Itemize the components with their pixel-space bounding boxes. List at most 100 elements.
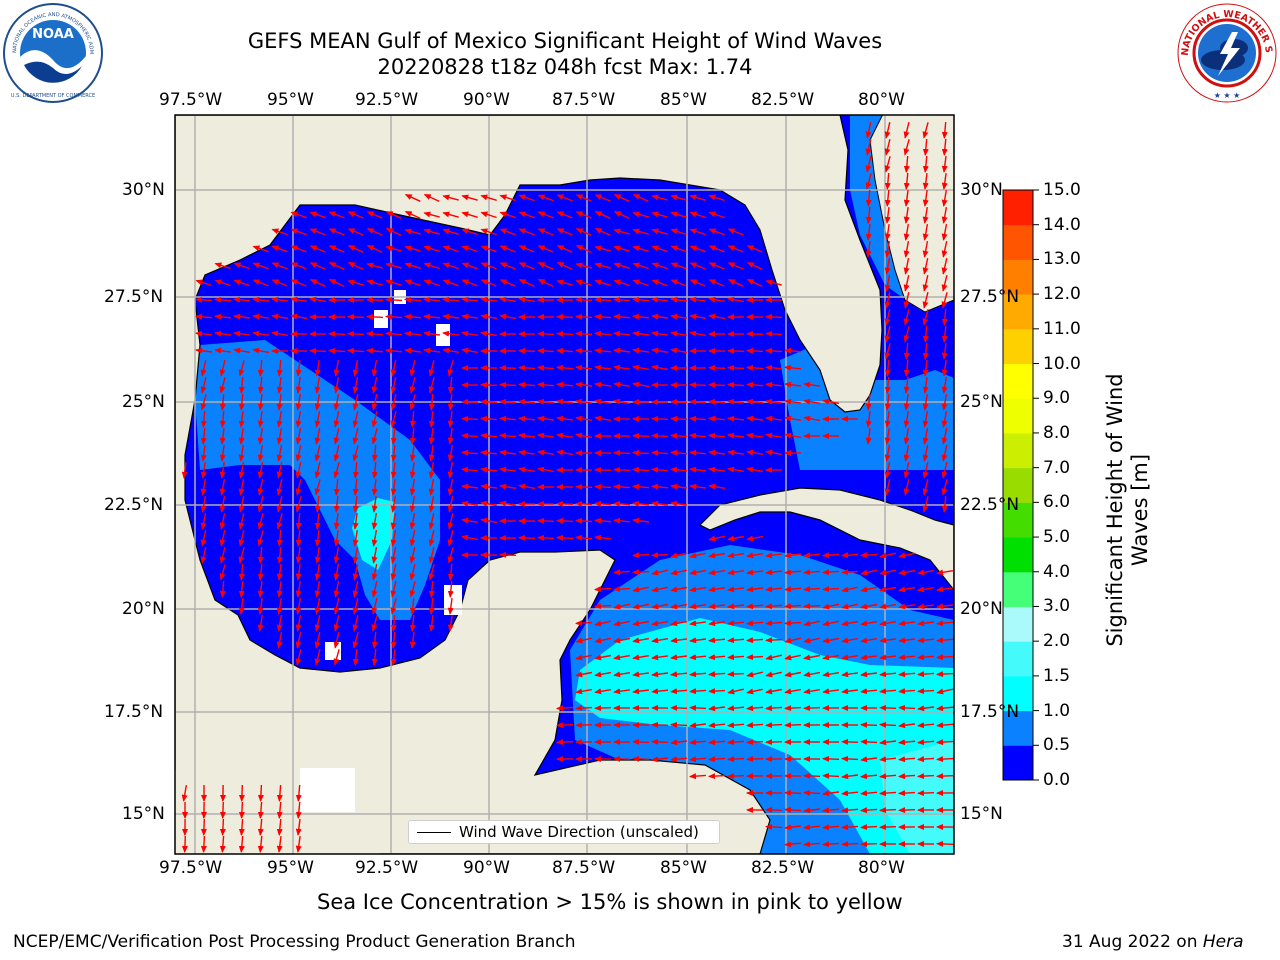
wind-wave-arrow [746,330,764,337]
wind-wave-arrow [309,296,327,303]
wind-wave-arrow [352,394,359,411]
wind-wave-arrow [428,377,435,394]
wind-wave-arrow [865,241,872,258]
wind-wave-arrow [423,211,440,218]
wind-wave-arrow [860,773,878,780]
wind-wave-arrow [803,789,821,796]
wind-wave-arrow [841,603,858,610]
wind-wave-arrow [865,206,872,224]
wind-wave-arrow [575,330,593,337]
wind-wave-arrow [537,330,555,337]
wind-wave-arrow [727,688,744,695]
wind-wave-arrow [333,563,340,581]
wind-wave-arrow [784,569,802,576]
wind-wave-arrow [238,580,245,598]
wind-wave-arrow [480,296,497,303]
wind-wave-arrow [309,347,327,354]
wind-wave-arrow [238,530,245,547]
wind-wave-arrow [865,139,872,156]
wind-wave-arrow [390,444,397,462]
wind-wave-arrow [822,807,840,814]
wind-wave-arrow [689,722,706,729]
wind-wave-arrow [575,364,593,371]
wind-wave-arrow [613,569,631,576]
wind-wave-arrow [480,381,498,388]
wind-wave-arrow [195,296,213,303]
colorbar-tick-label: 13.0 [1043,249,1081,270]
wind-wave-arrow [613,466,631,473]
wind-wave-arrow [200,478,207,496]
wind-wave-arrow [784,824,801,831]
wind-wave-arrow [632,552,650,559]
wind-wave-arrow [333,462,340,479]
wind-wave-arrow [765,688,783,695]
wind-wave-arrow [860,586,877,593]
wind-wave-arrow [276,377,283,394]
wind-wave-arrow [390,411,397,428]
wind-wave-arrow [941,206,948,224]
lon-label-top-92-5: 92.5°W [355,90,419,110]
wind-wave-arrow [219,445,226,462]
wind-wave-arrow [651,603,669,610]
wind-wave-arrow [903,155,910,173]
wind-wave-arrow [404,194,421,202]
wind-wave-arrow [879,603,897,610]
wind-wave-arrow [670,194,687,201]
wind-wave-arrow [290,313,308,320]
wind-wave-arrow [314,360,321,377]
wind-wave-arrow [447,376,454,394]
wind-wave-arrow [708,381,726,388]
wind-wave-arrow [803,586,821,593]
wind-wave-arrow [903,462,910,479]
wind-wave-arrow [480,313,498,320]
land-florida-keys [869,115,954,313]
wind-wave-arrow [708,194,725,202]
wind-wave-arrow [879,807,897,814]
wind-wave-arrow [233,313,250,320]
wind-wave-arrow [371,546,378,564]
wind-wave-arrow [556,245,573,253]
wind-wave-arrow [860,552,878,559]
wind-wave-arrow [841,688,858,695]
wind-wave-arrow [271,279,288,287]
wind-wave-arrow [822,552,840,559]
wind-wave-arrow [428,445,435,462]
wind-wave-arrow [765,330,783,337]
wind-wave-arrow [670,449,688,456]
wind-wave-arrow [784,705,802,712]
wind-wave-arrow [461,347,479,354]
wind-wave-arrow [613,688,630,695]
wind-wave-arrow [461,245,478,253]
wind-wave-arrow [822,586,840,593]
wind-wave-arrow [575,688,593,695]
wind-wave-arrow [936,840,954,847]
lon-label-bottom-92-5: 92.5°W [355,858,419,878]
wind-wave-arrow [556,228,573,236]
wind-wave-arrow [314,376,321,394]
wind-wave-arrow [594,194,611,202]
wind-wave-arrow [784,637,801,644]
wind-wave-arrow [784,789,802,796]
wind-wave-arrow [670,245,687,253]
wind-wave-arrow [941,292,948,309]
wind-wave-arrow [941,360,948,377]
wind-wave-arrow [689,466,706,473]
wind-wave-arrow [290,245,307,253]
wind-wave-arrow [613,296,631,303]
wind-wave-arrow [689,296,706,303]
wind-wave-arrow [746,381,764,388]
colorbar-tick-label: 6.0 [1043,492,1071,513]
wind-wave-arrow [841,790,859,797]
wind-wave-arrow [352,632,359,649]
wind-wave-arrow [385,279,402,286]
wind-wave-arrow [518,534,536,541]
wind-wave-arrow [537,228,554,236]
wind-wave-arrow [917,620,934,627]
wind-wave-arrow [428,393,435,411]
wind-wave-arrow [860,841,878,848]
wind-wave-arrow [238,411,245,428]
wind-wave-arrow [219,428,226,445]
wind-wave-arrow [822,620,839,627]
wind-wave-arrow [575,244,592,254]
wind-wave-arrow [822,755,840,762]
